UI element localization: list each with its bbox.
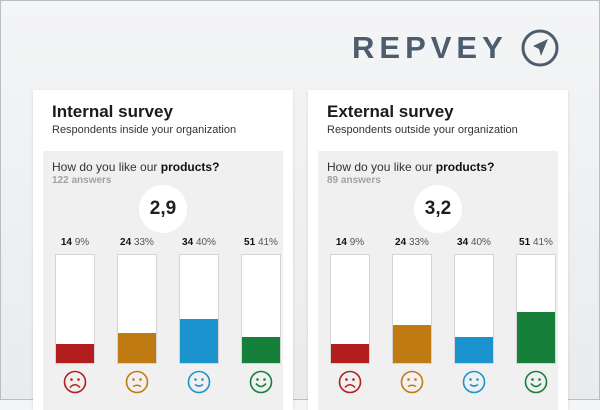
compass-arrow-icon <box>521 29 559 67</box>
answer-count: 89 answers <box>327 175 381 186</box>
rating-count: 34 <box>457 237 469 248</box>
very-sad-face-icon <box>63 370 87 394</box>
question-panel: How do you like our products? 89 answers… <box>318 151 558 410</box>
brand-header: REPVEY <box>352 28 560 68</box>
big-smile-face-icon <box>524 370 548 394</box>
rating-bar <box>241 254 281 364</box>
rating-count: 34 <box>182 237 194 248</box>
survey-card-internal: Internal survey Respondents inside your … <box>33 90 293 410</box>
average-score: 3,2 <box>414 185 462 233</box>
question-emphasis: products? <box>435 160 495 174</box>
rating-percent: 41% <box>257 237 278 248</box>
question-panel: How do you like our products? 122 answer… <box>43 151 283 410</box>
answer-count: 122 answers <box>52 175 112 186</box>
rating-label: 51 41% <box>508 237 564 248</box>
question-text: How do you like our products? <box>327 160 494 174</box>
rating-label: 34 40% <box>446 237 502 248</box>
very-sad-face-icon <box>338 370 362 394</box>
rating-percent: 41% <box>532 237 553 248</box>
rating-label: 14 9% <box>47 237 103 248</box>
rating-bar-fill <box>180 318 218 363</box>
rating-bar-fill <box>455 337 493 363</box>
rating-bar <box>392 254 432 364</box>
rating-column: 14 9% <box>55 237 95 394</box>
rating-count: 51 <box>244 237 256 248</box>
big-smile-face-icon <box>249 370 273 394</box>
average-score: 2,9 <box>139 185 187 233</box>
sad-face-icon <box>125 370 149 394</box>
rating-column: 51 41% <box>241 237 281 394</box>
question-emphasis: products? <box>160 160 220 174</box>
question-prefix: How do you like our <box>52 160 158 174</box>
rating-column: 24 33% <box>117 237 157 394</box>
question-text: How do you like our products? <box>52 160 219 174</box>
brand-name: REPVEY <box>352 30 508 65</box>
rating-count: 14 <box>335 237 347 248</box>
rating-bar-fill <box>56 343 94 363</box>
rating-bar <box>330 254 370 364</box>
smile-face-icon <box>187 370 211 394</box>
rating-column: 24 33% <box>392 237 432 394</box>
rating-percent: 40% <box>195 237 216 248</box>
rating-count: 51 <box>519 237 531 248</box>
rating-label: 34 40% <box>171 237 227 248</box>
rating-bar <box>454 254 494 364</box>
survey-card-external: External survey Respondents outside your… <box>308 90 568 410</box>
rating-bar <box>55 254 95 364</box>
rating-label: 51 41% <box>233 237 289 248</box>
rating-percent: 9% <box>349 237 365 248</box>
card-title: External survey <box>327 102 454 121</box>
rating-column: 34 40% <box>179 237 219 394</box>
smile-face-icon <box>462 370 486 394</box>
rating-bar <box>516 254 556 364</box>
rating-column: 14 9% <box>330 237 370 394</box>
rating-label: 24 33% <box>109 237 165 248</box>
rating-label: 14 9% <box>322 237 378 248</box>
rating-count: 14 <box>60 237 72 248</box>
card-title: Internal survey <box>52 102 173 121</box>
rating-bar <box>117 254 157 364</box>
card-subtitle: Respondents inside your organization <box>52 124 237 136</box>
rating-percent: 33% <box>133 237 154 248</box>
rating-label: 24 33% <box>384 237 440 248</box>
rating-percent: 40% <box>470 237 491 248</box>
rating-percent: 33% <box>408 237 429 248</box>
rating-column: 51 41% <box>516 237 556 394</box>
card-subtitle: Respondents outside your organization <box>327 124 518 136</box>
rating-bar-fill <box>242 337 280 363</box>
rating-percent: 9% <box>74 237 90 248</box>
rating-bar-fill <box>393 325 431 363</box>
rating-bar-fill <box>331 343 369 363</box>
rating-bar-fill <box>517 312 555 363</box>
sad-face-icon <box>400 370 424 394</box>
question-prefix: How do you like our <box>327 160 433 174</box>
rating-bar <box>179 254 219 364</box>
rating-column: 34 40% <box>454 237 494 394</box>
rating-bar-fill <box>118 332 156 363</box>
rating-count: 24 <box>120 237 132 248</box>
rating-count: 24 <box>395 237 407 248</box>
